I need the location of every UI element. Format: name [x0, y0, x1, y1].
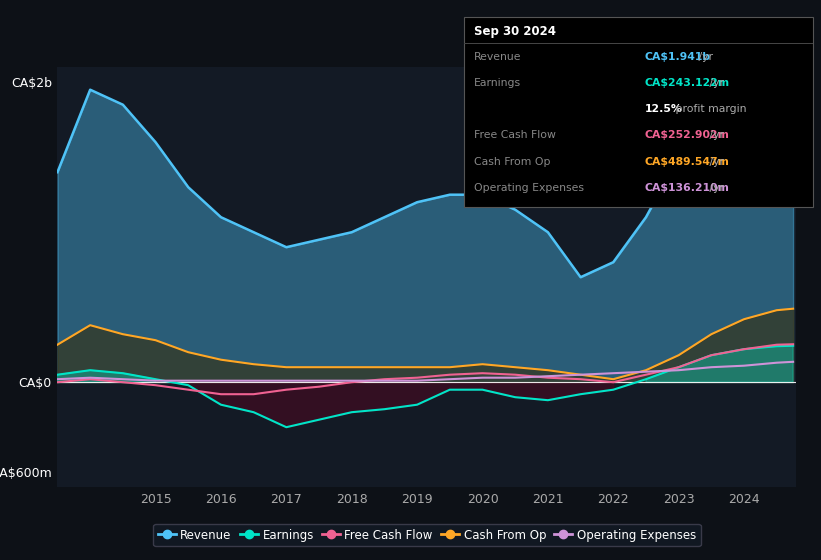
Text: CA$489.547m: CA$489.547m	[644, 157, 729, 166]
Text: Earnings: Earnings	[474, 78, 521, 88]
Text: CA$1.941b: CA$1.941b	[644, 52, 711, 62]
Text: CA$243.122m: CA$243.122m	[644, 78, 730, 88]
Text: /yr: /yr	[706, 157, 724, 166]
Text: /yr: /yr	[695, 52, 713, 62]
Text: /yr: /yr	[706, 183, 724, 193]
Text: Operating Expenses: Operating Expenses	[474, 183, 584, 193]
Text: Revenue: Revenue	[474, 52, 521, 62]
Text: Cash From Op: Cash From Op	[474, 157, 550, 166]
Text: profit margin: profit margin	[672, 104, 747, 114]
Text: Sep 30 2024: Sep 30 2024	[474, 25, 556, 38]
Text: 12.5%: 12.5%	[644, 104, 682, 114]
Text: CA$136.210m: CA$136.210m	[644, 183, 729, 193]
Text: /yr: /yr	[706, 130, 724, 141]
Legend: Revenue, Earnings, Free Cash Flow, Cash From Op, Operating Expenses: Revenue, Earnings, Free Cash Flow, Cash …	[154, 524, 700, 547]
Text: /yr: /yr	[706, 78, 724, 88]
Text: CA$252.902m: CA$252.902m	[644, 130, 729, 141]
Text: Free Cash Flow: Free Cash Flow	[474, 130, 556, 141]
